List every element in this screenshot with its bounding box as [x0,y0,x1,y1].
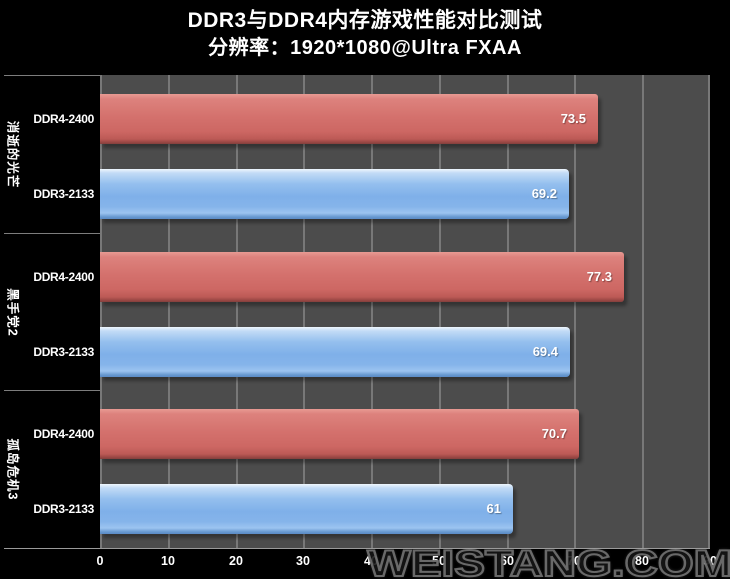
gridline [439,75,441,548]
gridline [642,75,644,548]
bar-value-label: 69.2 [531,186,557,201]
bar-value-label: 77.3 [586,269,612,284]
bar-ddr3-2133: 61 [100,484,513,534]
x-axis: 0 10 20 30 40 50 60 70 80 90 [0,548,730,579]
series-label: DDR4-2400 [33,427,94,441]
x-tick-label: 70 [567,554,581,568]
series-label: DDR3-2133 [33,345,94,359]
series-label: DDR4-2400 [33,270,94,284]
category-label: 孤岛危机3 [5,438,20,500]
bar-ddr4-2400: 73.5 [100,94,598,144]
category-separator [4,75,100,76]
category-separator [4,233,100,234]
bar-ddr3-2133: 69.2 [100,169,569,219]
x-tick-label: 30 [296,554,310,568]
game-label-box: 消逝的光芒 [0,75,28,233]
x-tick-label: 90 [703,554,717,568]
bar-value-label: 61 [486,501,501,516]
x-tick-label: 60 [500,554,514,568]
x-tick-label: 80 [635,554,649,568]
game-label-box: 黑手党2 [0,233,28,391]
gridline [236,75,238,548]
series-label: DDR3-2133 [33,502,94,516]
bar-value-label: 70.7 [541,426,567,441]
chart-subtitle: 分辨率：1920*1080@Ultra FXAA [208,37,522,59]
gridline [708,75,710,548]
bar-ddr4-2400: 70.7 [100,409,579,459]
game-label-box: 孤岛危机3 [0,390,28,548]
gridline [507,75,509,548]
x-tick-label: 20 [229,554,243,568]
gridline [574,75,576,548]
x-tick-label: 10 [161,554,175,568]
x-tick-label: 50 [432,554,446,568]
gridline [100,75,102,548]
category-label: 黑手党2 [5,287,20,337]
x-tick-label: 40 [364,554,378,568]
x-axis-line [4,548,710,549]
category-axis: 消逝的光芒 DDR4-2400 DDR3-2133 黑手党2 DDR4-2400 DDR3… [0,75,100,549]
chart-header: DDR3与DDR4内存游戏性能对比测试 分辨率：1920*1080@Ultra … [0,0,730,75]
bar-ddr3-2133: 69.4 [100,327,570,377]
chart-title: DDR3与DDR4内存游戏性能对比测试 [187,9,543,32]
x-tick-label: 0 [96,554,104,568]
category-separator [4,390,100,391]
bar-ddr4-2400: 77.3 [100,252,624,302]
series-label: DDR3-2133 [33,187,94,201]
plot-area: 73.5 69.2 77.3 69.4 70.7 61 [100,75,710,548]
bar-value-label: 73.5 [560,111,586,126]
series-label: DDR4-2400 [33,112,94,126]
gridline [371,75,373,548]
bar-value-label: 69.4 [532,344,558,359]
gridline [168,75,170,548]
gridline [303,75,305,548]
category-label: 消逝的光芒 [5,120,20,188]
